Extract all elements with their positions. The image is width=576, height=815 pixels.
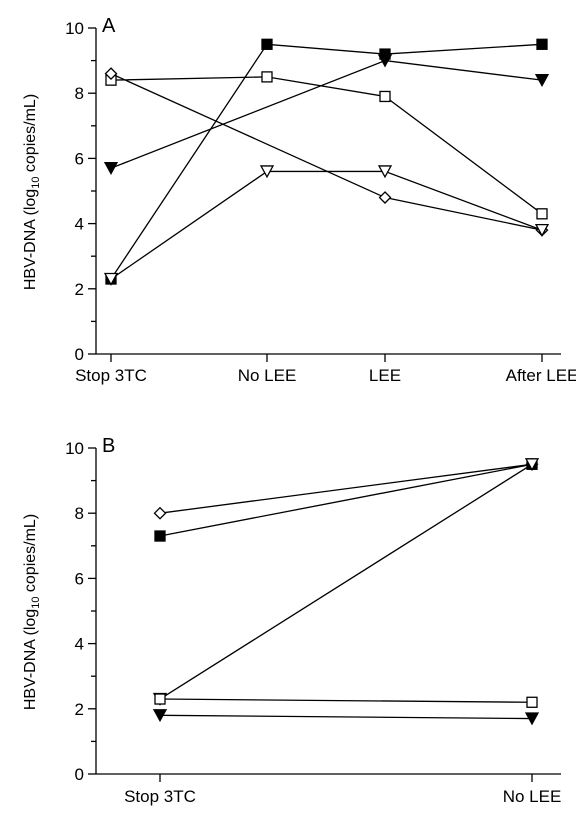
y-axis-label-end: copies/mL) — [22, 94, 39, 177]
series-line — [110, 59, 543, 169]
x-category-label: No LEE — [238, 366, 297, 385]
series-line — [110, 43, 543, 280]
y-tick-label: 10 — [65, 439, 84, 458]
data-point-triangle-down-filled — [103, 162, 119, 176]
panel-letter: A — [102, 15, 116, 37]
y-axis-label-main: HBV-DNA (log — [22, 189, 39, 290]
data-point-triangle-down-open — [377, 165, 393, 179]
series-line — [159, 463, 533, 537]
data-point-triangle-down-filled — [534, 74, 550, 88]
y-tick-label: 8 — [75, 504, 84, 523]
data-point-triangle-down-open — [103, 272, 119, 286]
data-point-triangle-down-open — [534, 223, 550, 237]
y-axis-label: HBV-DNA (log10 copies/mL) — [22, 514, 42, 710]
data-point-square-filled — [536, 38, 548, 50]
y-tick-label: 4 — [75, 215, 84, 234]
series-line — [159, 463, 533, 514]
data-point-triangle-down-filled — [377, 54, 393, 68]
x-category-label: Stop 3TC — [75, 366, 147, 385]
y-tick-label: 8 — [75, 84, 84, 103]
panel-letter: B — [102, 435, 115, 457]
x-category-label: No LEE — [503, 787, 562, 806]
series-triangle-down-open — [103, 165, 550, 286]
data-point-square-open — [526, 696, 538, 708]
y-tick-label: 0 — [75, 765, 84, 784]
y-axis-label-main: HBV-DNA (log — [22, 609, 39, 710]
y-tick-label: 0 — [75, 345, 84, 364]
y-tick-label: 2 — [75, 700, 84, 719]
data-point-triangle-down-open — [524, 458, 540, 472]
series-diamond-open — [153, 457, 539, 520]
y-tick-label: 2 — [75, 280, 84, 299]
y-axis-label: HBV-DNA (log10 copies/mL) — [22, 94, 42, 290]
data-point-square-filled — [261, 38, 273, 50]
data-point-square-open — [379, 90, 391, 103]
series-square-open — [105, 71, 548, 220]
data-point-square-open — [536, 208, 548, 220]
y-axis-label-end: copies/mL) — [22, 514, 39, 597]
y-tick-label: 6 — [75, 569, 84, 588]
data-point-square-filled — [154, 530, 166, 542]
data-point-diamond-open — [378, 191, 392, 204]
x-category-label: LEE — [369, 366, 401, 385]
series-triangle-down-open — [152, 458, 540, 706]
series-line — [159, 698, 533, 703]
data-point-diamond-open — [104, 67, 118, 81]
series-square-filled — [105, 38, 548, 285]
data-point-triangle-down-open — [259, 165, 275, 179]
series-triangle-down-filled — [152, 709, 540, 726]
series-line — [110, 170, 543, 280]
data-point-diamond-open — [153, 506, 167, 520]
series-line — [159, 714, 533, 720]
series-diamond-open — [104, 67, 549, 237]
y-axis-label-subscript: 10 — [30, 597, 42, 609]
y-tick-label: 10 — [65, 19, 84, 38]
data-point-triangle-down-filled — [524, 712, 540, 726]
y-axis-label-subscript: 10 — [30, 177, 42, 189]
panel-a: 0 2 4 6 8 10 Stop 3TC No LEE LEE After LEE A HBV-DN… — [22, 15, 576, 385]
series-line — [110, 76, 543, 215]
series-triangle-down-filled — [103, 54, 550, 176]
y-tick-label: 4 — [75, 635, 84, 654]
x-category-label: Stop 3TC — [124, 787, 196, 806]
series-line — [159, 463, 533, 700]
x-category-label: After LEE — [506, 366, 576, 385]
data-point-square-open — [261, 71, 273, 83]
data-point-triangle-down-filled — [152, 709, 168, 723]
y-tick-label: 6 — [75, 149, 84, 168]
data-point-square-open — [154, 693, 166, 705]
series-square-open — [154, 693, 538, 708]
